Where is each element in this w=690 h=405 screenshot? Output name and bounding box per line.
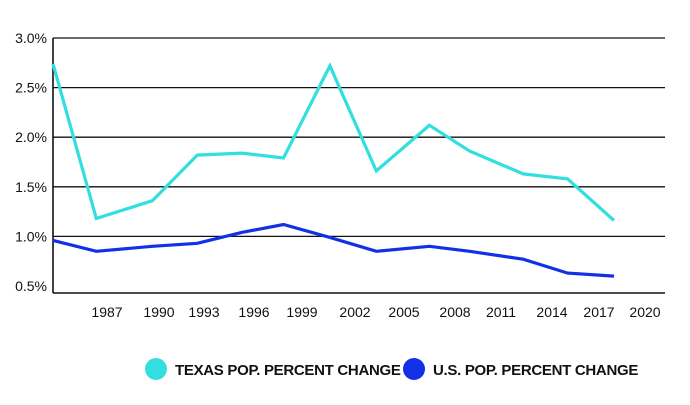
x-tick-label: 2017 — [583, 304, 614, 320]
gridlines — [53, 37, 665, 238]
series-line-us — [52, 222, 615, 278]
x-tick-label: 1990 — [143, 304, 174, 320]
x-tick-label: 1987 — [91, 304, 122, 320]
legend-label-texas: TEXAS POP. PERCENT CHANGE — [175, 362, 401, 379]
y-tick-label: 2.5% — [15, 80, 47, 96]
legend-label-us: U.S. POP. PERCENT CHANGE — [433, 362, 638, 379]
x-tick-label: 2014 — [536, 304, 567, 320]
legend: TEXAS POP. PERCENT CHANGE U.S. POP. PERC… — [145, 358, 639, 380]
y-tick-label: 0.5% — [15, 278, 47, 294]
x-axis-labels: 1987 1990 1993 1996 1999 2002 2005 2008 2011 2014… — [91, 304, 660, 320]
x-tick-label: 2005 — [388, 304, 419, 320]
x-tick-label: 2020 — [629, 304, 660, 320]
x-tick-label: 1996 — [238, 304, 269, 320]
x-tick-label: 2011 — [486, 304, 516, 320]
legend-marker-us — [403, 358, 425, 380]
series-lines — [51, 62, 616, 278]
legend-marker-texas — [145, 358, 167, 380]
series-line-texas — [51, 62, 616, 222]
x-tick-label: 1993 — [188, 304, 219, 320]
y-tick-label: 1.5% — [15, 179, 47, 195]
x-tick-label: 2008 — [439, 304, 470, 320]
y-tick-label: 1.0% — [15, 228, 47, 244]
y-tick-label: 3.0% — [15, 30, 47, 46]
axes — [52, 38, 665, 294]
x-tick-label: 2002 — [339, 304, 370, 320]
x-tick-label: 1999 — [286, 304, 317, 320]
y-axis-labels: 0.5% 1.0% 1.5% 2.0% 2.5% 3.0% — [15, 30, 47, 294]
y-tick-label: 2.0% — [15, 129, 47, 145]
